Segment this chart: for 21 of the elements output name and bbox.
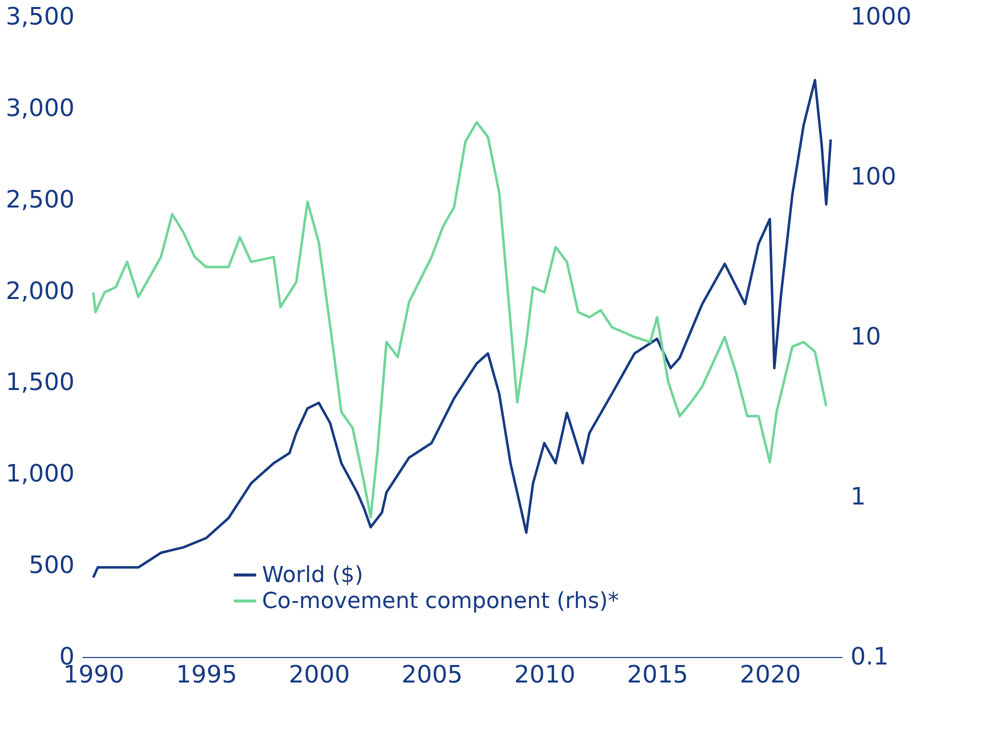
x-tick-label: 2020 <box>740 660 801 688</box>
line-series <box>92 120 828 518</box>
legend-label: World ($) <box>262 563 364 588</box>
y-tick-label: 3,500 <box>6 2 74 30</box>
x-tick-label: 1995 <box>176 660 238 688</box>
y-tick-label: 1,000 <box>6 460 74 488</box>
y-tick-label: 2,500 <box>6 185 74 214</box>
y2-tick-label: 0.1 <box>850 642 889 670</box>
y-tick-label: 2,000 <box>6 276 74 305</box>
y-tick-label: 3,000 <box>6 94 74 122</box>
x-tick-label: 2005 <box>402 660 463 688</box>
x-tick-label: 2010 <box>514 660 576 688</box>
legend-label: Co-movement component (rhs)* <box>262 589 619 614</box>
y2-tick-label: 1000 <box>850 2 912 30</box>
x-tick-label: 2000 <box>288 660 350 688</box>
y2-tick-label: 100 <box>850 162 896 190</box>
y-tick-label: 500 <box>28 551 74 580</box>
y2-tick-label: 10 <box>850 322 882 350</box>
x-tick-label: 2015 <box>627 660 688 688</box>
y2-tick-label: 1 <box>850 482 866 510</box>
y-tick-label: 1,500 <box>6 368 74 396</box>
